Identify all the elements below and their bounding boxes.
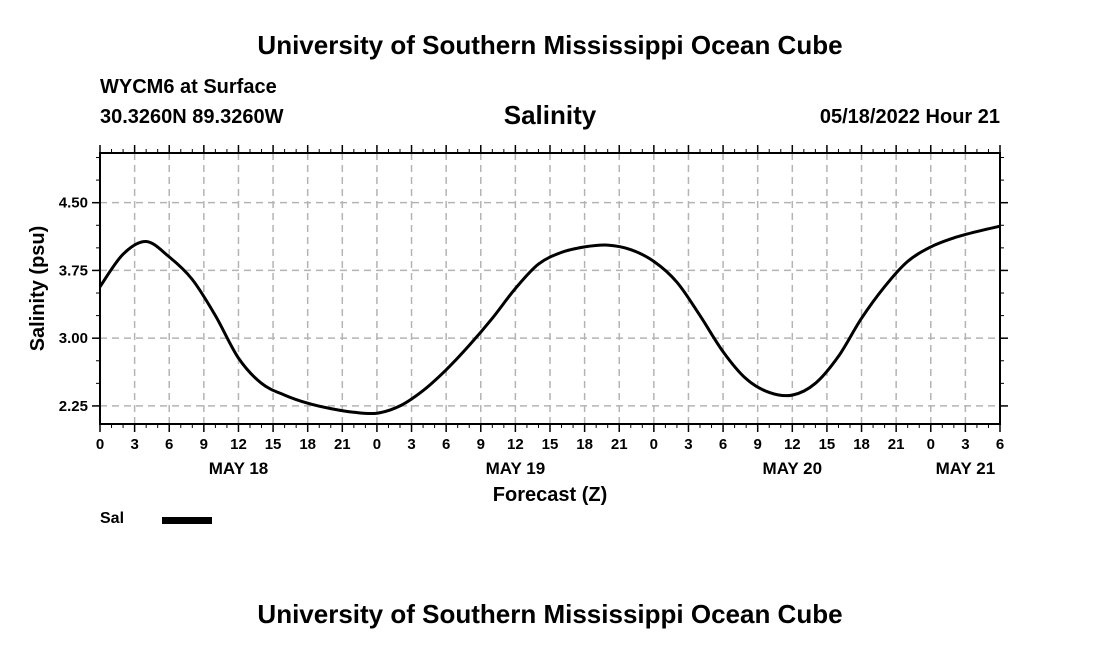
x-tick-label: 6: [719, 436, 727, 453]
y-tick-label: 4.50: [59, 195, 88, 212]
x-tick-label: 3: [684, 436, 692, 453]
series-line-sal: [98, 224, 1001, 416]
x-tick-label: 15: [265, 436, 282, 453]
x-tick-label: 3: [961, 436, 969, 453]
x-tick-label: 18: [576, 436, 593, 453]
day-label: MAY 21: [936, 459, 996, 478]
x-tick-label: 3: [407, 436, 415, 453]
x-tick-label: 15: [542, 436, 559, 453]
x-tick-label: 0: [96, 436, 104, 453]
day-label: MAY 18: [209, 459, 269, 478]
x-tick-label: 12: [507, 436, 524, 453]
x-tick-label: 18: [853, 436, 870, 453]
x-tick-label: 21: [611, 436, 628, 453]
x-tick-label: 0: [927, 436, 935, 453]
plot-frame: [99, 152, 1001, 425]
x-tick-label: 3: [130, 436, 138, 453]
footer-title: University of Southern Mississippi Ocean…: [257, 599, 843, 629]
x-tick-label: 12: [230, 436, 247, 453]
x-tick-label: 9: [477, 436, 485, 453]
x-tick-label: 6: [996, 436, 1004, 453]
x-tick-label: 0: [650, 436, 658, 453]
grid: [100, 153, 1000, 424]
station-label: WYCM6 at Surface: [100, 76, 277, 98]
x-axis-title: Forecast (Z): [493, 484, 607, 506]
day-label: MAY 20: [763, 459, 823, 478]
page-title: University of Southern Mississippi Ocean…: [257, 30, 843, 60]
legend-line-swatch: [162, 517, 212, 524]
x-tick-label: 21: [334, 436, 351, 453]
x-tick-label: 6: [442, 436, 450, 453]
x-tick-label: 21: [888, 436, 905, 453]
y-tick-label: 3.75: [59, 262, 88, 279]
y-tick-label: 2.25: [59, 398, 88, 415]
x-tick-label: 9: [754, 436, 762, 453]
y-tick-label: 3.00: [59, 330, 88, 347]
chart-title: Salinity: [503, 100, 597, 130]
x-tick-label: 6: [165, 436, 173, 453]
axes: [92, 145, 1008, 432]
series-layer: [98, 224, 1001, 416]
x-tick-label: 18: [299, 436, 316, 453]
coordinates-label: 30.3260N 89.3260W: [100, 106, 284, 128]
timestamp-label: 05/18/2022 Hour 21: [819, 106, 1000, 128]
legend-label: Sal: [100, 510, 125, 527]
axis-labels: 0 3 6 9 12 15 18 21 0 3 6 9 12 15 18 21 0 3 6 9 12 15 18 21 0 3 6 2…: [27, 195, 1004, 506]
x-tick-label: 15: [819, 436, 836, 453]
x-tick-label: 9: [200, 436, 208, 453]
x-tick-label: 0: [373, 436, 381, 453]
x-tick-label: 12: [784, 436, 801, 453]
y-axis-title: Salinity (psu): [27, 226, 49, 352]
day-label: MAY 19: [486, 459, 546, 478]
